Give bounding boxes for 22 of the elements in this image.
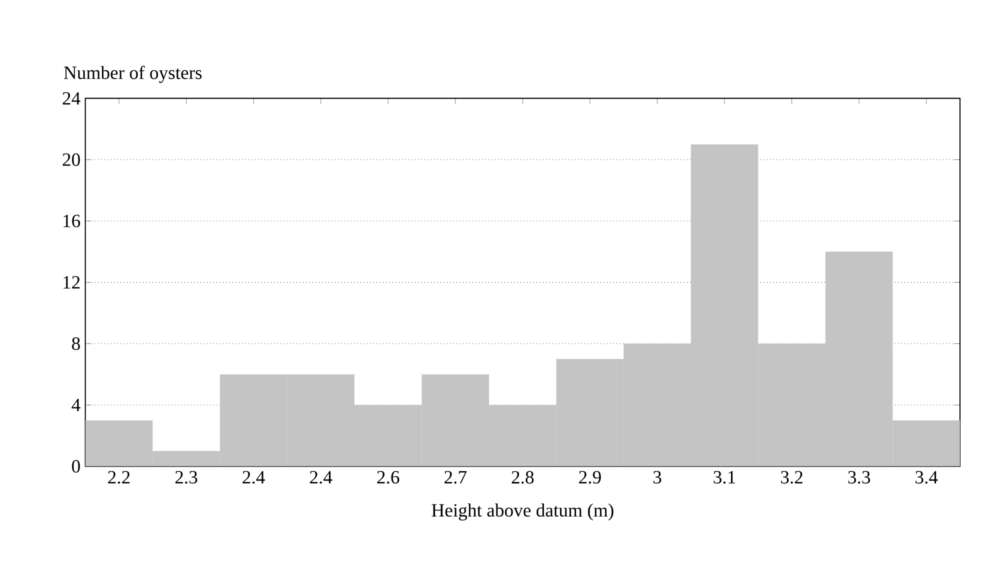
x-tick-label: 2.7 bbox=[444, 471, 467, 484]
x-tick-label: 3.3 bbox=[848, 471, 870, 484]
x-tick-label: 2.9 bbox=[579, 471, 601, 484]
x-axis-title: Height above datum (m) bbox=[432, 504, 614, 521]
x-tick-label: 3.2 bbox=[781, 471, 802, 484]
x-tick-label: 2.4 bbox=[310, 471, 332, 484]
y-tick-label: 0 bbox=[72, 460, 80, 473]
x-tick-label: 2.4 bbox=[242, 471, 265, 484]
y-tick-label: 8 bbox=[72, 337, 80, 350]
y-tick-label: 16 bbox=[64, 214, 80, 228]
x-tick-label: 3.1 bbox=[714, 471, 736, 484]
x-tick-label: 2.2 bbox=[108, 471, 130, 484]
y-axis-title: Number of oysters bbox=[64, 66, 202, 83]
x-tick-label: 2.8 bbox=[512, 471, 534, 484]
x-tick-label: 3.4 bbox=[916, 471, 938, 484]
y-tick-label: 4 bbox=[72, 398, 80, 412]
x-tick-label: 3 bbox=[653, 471, 662, 484]
y-tick-label: 20 bbox=[62, 153, 80, 166]
x-tick-label: 2.3 bbox=[175, 471, 198, 484]
x-tick-label: 2.6 bbox=[377, 471, 400, 484]
y-tick-label: 12 bbox=[64, 276, 80, 288]
y-tick-label: 24 bbox=[62, 92, 80, 105]
